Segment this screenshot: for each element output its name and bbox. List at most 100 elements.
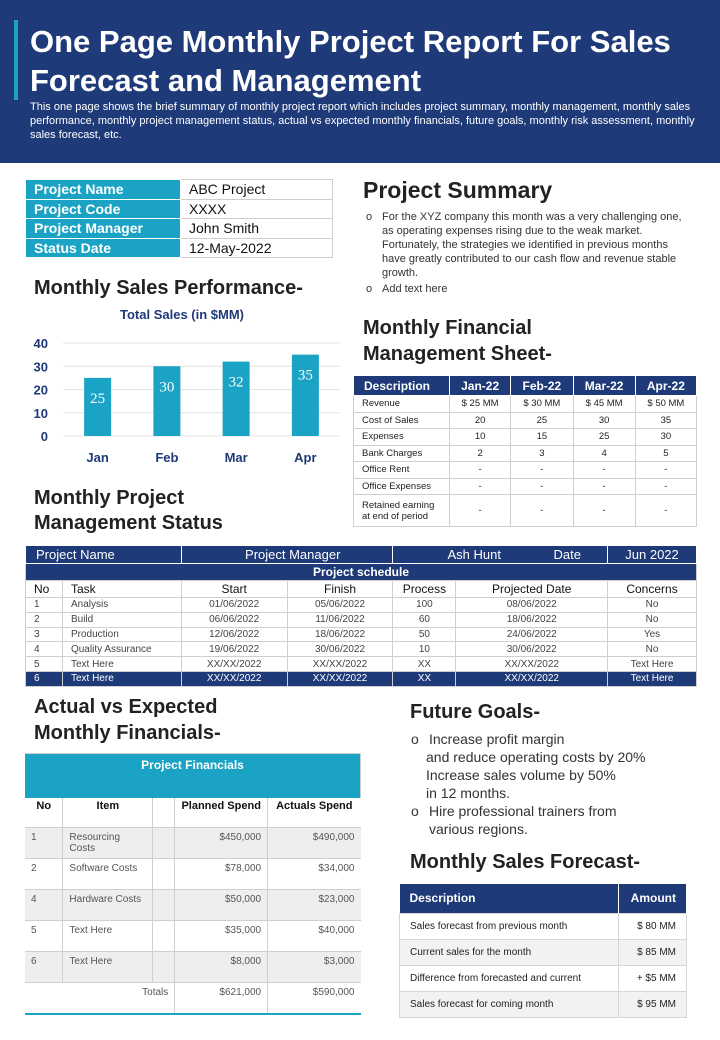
column-header: Feb-22 bbox=[510, 375, 574, 396]
financial-sheet-heading-line2: Management Sheet- bbox=[363, 343, 552, 365]
goal-text: and reduce operating costs by 20% bbox=[426, 749, 646, 765]
table-row: 2 Build 06/06/2022 11/06/2022 60 18/06/2022 No bbox=[25, 611, 697, 628]
table-cell: XX/XX/2022 bbox=[286, 670, 394, 687]
table-cell: 30 bbox=[634, 428, 698, 446]
table-header-row: Description Amount bbox=[399, 884, 687, 913]
column-header: Jan-22 bbox=[448, 375, 512, 396]
table-cell: 18/06/2022 bbox=[286, 626, 394, 643]
table-cell: $34,000 bbox=[267, 858, 361, 890]
page-title: One Page Monthly Project Report For Sale… bbox=[30, 24, 671, 98]
table-row: 5 Text Here $35,000 $40,000 bbox=[25, 920, 361, 952]
table-cell: $ 30 MM bbox=[510, 395, 574, 413]
table-cell: 01/06/2022 bbox=[180, 597, 288, 613]
table-row: Project Manager John Smith bbox=[25, 218, 333, 239]
manager-value: Ash Hunt bbox=[392, 545, 609, 564]
table-row: 5 Text Here XX/XX/2022 XX/XX/2022 XX XX/XX/20… bbox=[25, 656, 697, 672]
totals-actual: $590,000 bbox=[267, 982, 361, 1014]
table-cell: 15 bbox=[510, 428, 574, 446]
table-row: Current sales for the month $ 85 MM bbox=[399, 938, 687, 966]
column-header: Start bbox=[180, 580, 288, 598]
table-row: Status Date 12-May-2022 bbox=[25, 237, 333, 258]
column-header: Description bbox=[353, 375, 450, 396]
table-cell: Text Here bbox=[62, 920, 154, 952]
table-cell bbox=[152, 920, 176, 952]
column-header: Concerns bbox=[607, 580, 697, 598]
table-row: Sales forecast from previous month $ 80 M… bbox=[399, 912, 687, 940]
list-item: o For the XYZ company this month was a ve… bbox=[364, 210, 694, 280]
column-header: Finish bbox=[286, 580, 394, 598]
table-cell: - bbox=[510, 461, 574, 479]
table-cell: No bbox=[607, 597, 697, 613]
table-row: 6 Text Here $8,000 $3,000 bbox=[25, 951, 361, 983]
table-cell: Sales forecast for coming month bbox=[399, 990, 619, 1018]
project-name-label: Project Name bbox=[25, 179, 181, 200]
table-cell: XX/XX/2022 bbox=[286, 656, 394, 672]
sales-forecast-table: Description Amount Sales forecast from p… bbox=[399, 884, 687, 1018]
project-code-value: XXXX bbox=[180, 198, 333, 219]
project-manager-value: John Smith bbox=[180, 218, 333, 239]
table-cell: XX/XX/2022 bbox=[180, 670, 288, 687]
table-cell: 25 bbox=[572, 428, 636, 446]
table-cell: XX/XX/2022 bbox=[455, 656, 609, 672]
table-cell: 30 bbox=[572, 411, 636, 429]
table-row: Cost of Sales 20 25 30 35 bbox=[353, 411, 698, 429]
table-cell: - bbox=[572, 494, 636, 527]
table-row: 6 Text Here XX/XX/2022 XX/XX/2022 XX XX/XX/20… bbox=[25, 670, 697, 687]
x-tick-label: Jan bbox=[86, 450, 108, 465]
financial-sheet-table: Description Jan-22 Feb-22 Mar-22 Apr-22 … bbox=[353, 375, 698, 527]
schedule-label: Project schedule bbox=[25, 563, 697, 581]
header-accent-bar bbox=[14, 20, 18, 100]
project-name-label: Project Name bbox=[25, 545, 182, 564]
bar-value-label: 25 bbox=[90, 391, 105, 407]
column-header: Planned Spend bbox=[174, 797, 269, 828]
management-status-heading-line1: Monthly Project bbox=[34, 487, 185, 509]
row-label: Office Expenses bbox=[353, 477, 450, 495]
table-cell: $ 85 MM bbox=[617, 938, 687, 966]
y-tick-label: 30 bbox=[34, 359, 48, 374]
goal-text: in 12 months. bbox=[426, 785, 511, 801]
bullet-icon: o bbox=[411, 731, 419, 747]
x-tick-label: Feb bbox=[155, 450, 178, 465]
totals-row: Totals $621,000 $590,000 bbox=[25, 982, 361, 1014]
table-cell: Sales forecast from previous month bbox=[399, 912, 619, 940]
table-row: Sales forecast for coming month $ 95 MM bbox=[399, 990, 687, 1018]
table-cell: 35 bbox=[634, 411, 698, 429]
table-row: Bank Charges 2 3 4 5 bbox=[353, 444, 698, 462]
table-cell: $ 95 MM bbox=[617, 990, 687, 1018]
table-cell: 50 bbox=[392, 626, 457, 643]
table-cell: 2 bbox=[25, 611, 63, 628]
table-cell: 5 bbox=[25, 920, 64, 952]
table-cell: 5 bbox=[25, 656, 63, 672]
future-goals-heading: Future Goals- bbox=[410, 701, 541, 723]
table-caption-row: Project Financials bbox=[25, 753, 361, 798]
column-header: Description bbox=[399, 884, 619, 913]
table-row: 3 Production 12/06/2022 18/06/2022 50 24/06/2… bbox=[25, 626, 697, 643]
column-header: No bbox=[25, 580, 63, 598]
table-cell: $490,000 bbox=[267, 827, 361, 859]
table-cell: 11/06/2022 bbox=[286, 611, 394, 628]
page-subtitle: This one page shows the brief summary of… bbox=[30, 101, 695, 141]
table-cell bbox=[152, 827, 176, 859]
table-cell: - bbox=[510, 494, 574, 527]
table-cell: - bbox=[448, 461, 512, 479]
table-cell: 24/06/2022 bbox=[455, 626, 609, 643]
status-date-value: 12-May-2022 bbox=[180, 237, 333, 258]
list-item: o Hire professional trainers from bbox=[411, 802, 701, 820]
table-cell: 20 bbox=[448, 411, 512, 429]
project-name-value: ABC Project bbox=[180, 179, 333, 200]
table-cell: Production bbox=[61, 626, 182, 643]
table-cell: Text Here bbox=[61, 656, 182, 672]
list-item: o Increase profit margin bbox=[411, 730, 701, 748]
table-cell: 30/06/2022 bbox=[286, 641, 394, 658]
management-status-heading-line2: Management Status bbox=[34, 512, 223, 534]
financial-sheet-heading-line1: Monthly Financial bbox=[363, 317, 532, 339]
goal-text: Increase sales volume by 50% bbox=[426, 767, 616, 783]
table-row: Retained earning at end of period - - - - bbox=[353, 494, 698, 527]
table-cell: No bbox=[607, 641, 697, 658]
table-cell: - bbox=[634, 477, 698, 495]
project-code-label: Project Code bbox=[25, 198, 181, 219]
project-financials-table: Project Financials No Item Planned Spend… bbox=[25, 753, 361, 1015]
summary-item-text: For the XYZ company this month was a ver… bbox=[382, 211, 682, 279]
table-row: 1 Resourcing Costs $450,000 $490,000 bbox=[25, 827, 361, 859]
table-cell: Difference from forecasted and current bbox=[399, 964, 619, 992]
